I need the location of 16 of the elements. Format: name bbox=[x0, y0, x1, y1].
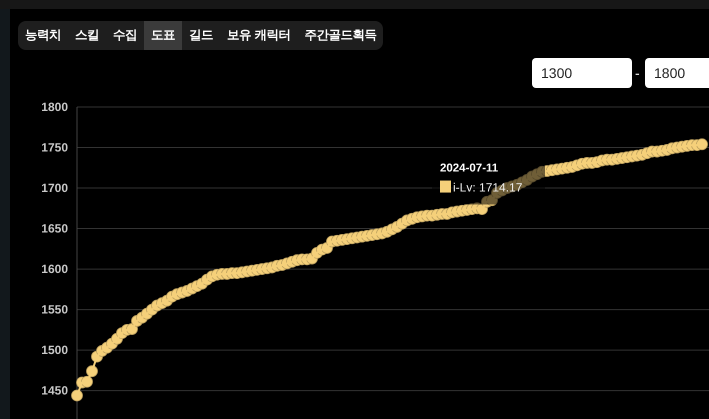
legend-label: i-Lv bbox=[453, 180, 472, 195]
y-tick-label: 1550 bbox=[41, 302, 68, 317]
annotation: : bbox=[472, 180, 476, 195]
y-tick-label: 1700 bbox=[41, 181, 68, 196]
y-tick-label: 1450 bbox=[41, 384, 68, 398]
text-field: 1800 bbox=[645, 58, 709, 88]
y-tick-label: 1650 bbox=[41, 222, 68, 236]
y-tick-label: 1600 bbox=[41, 262, 68, 276]
y-tick-label: 1800 bbox=[41, 100, 68, 114]
tab-bar: 능력치 스킬 수집 도표 길드 보유 캐릭터 주간골드획득 bbox=[18, 21, 384, 50]
annotation: 2024-07-11 bbox=[440, 162, 499, 175]
y-tick-label: 1500 bbox=[41, 343, 68, 358]
text: - bbox=[635, 64, 640, 83]
text-field: 1300 bbox=[532, 58, 632, 88]
y-tick-label: 1750 bbox=[41, 140, 68, 155]
data-label: 1714.17 bbox=[479, 180, 523, 195]
